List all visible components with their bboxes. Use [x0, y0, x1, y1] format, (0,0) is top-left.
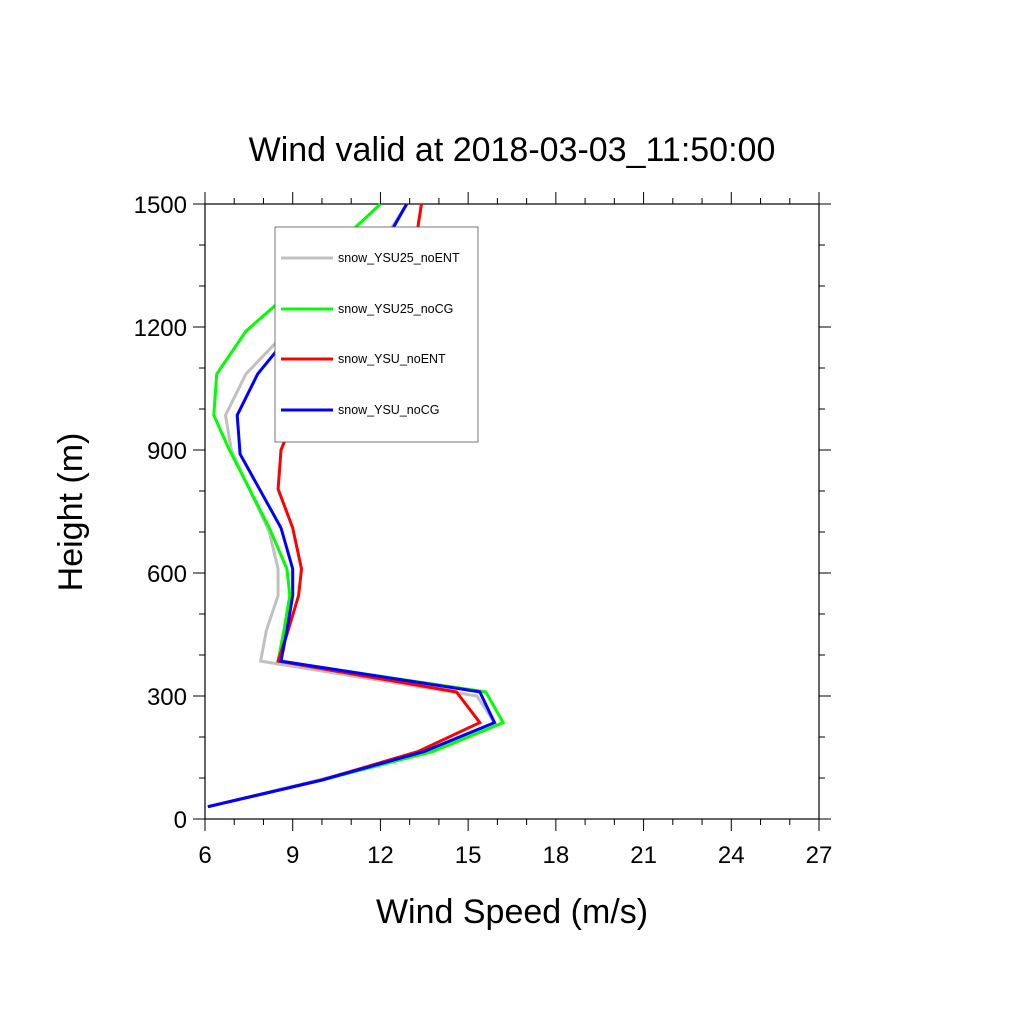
- chart-title: Wind valid at 2018-03-03_11:50:00: [249, 131, 776, 169]
- legend-label: snow_YSU_noENT: [338, 352, 446, 366]
- x-tick-label: 24: [718, 842, 745, 869]
- y-tick-label: 1200: [134, 315, 187, 342]
- x-tick-label: 15: [455, 842, 482, 869]
- legend-label: snow_YSU_noCG: [338, 403, 439, 417]
- axis-ticks: [193, 192, 831, 831]
- x-tick-label: 18: [543, 842, 570, 869]
- y-tick-label: 0: [174, 807, 187, 834]
- legend-label: snow_YSU25_noENT: [338, 251, 460, 265]
- x-tick-label: 27: [806, 842, 833, 869]
- legend: snow_YSU25_noENT snow_YSU25_noCG snow_YSU_…: [274, 226, 479, 443]
- tick-labels: 6 9 12 15 18 21 24 27 0 300 600 900 1200 1500: [134, 192, 833, 869]
- y-axis-label: Height (m): [52, 433, 90, 592]
- x-tick-label: 9: [286, 842, 299, 869]
- plot-frame: [204, 203, 820, 820]
- x-tick-label: 21: [630, 842, 657, 869]
- y-tick-label: 1500: [134, 192, 187, 219]
- legend-box: [274, 226, 479, 443]
- series-line-snow_YSU25_noCG: [207, 202, 506, 809]
- x-tick-label: 12: [367, 842, 394, 869]
- y-tick-label: 900: [147, 438, 187, 465]
- x-tick-label: 6: [198, 842, 211, 869]
- x-axis-label: Wind Speed (m/s): [376, 893, 648, 931]
- legend-label: snow_YSU25_noCG: [338, 302, 453, 316]
- y-tick-label: 600: [147, 561, 187, 588]
- y-tick-label: 300: [147, 684, 187, 711]
